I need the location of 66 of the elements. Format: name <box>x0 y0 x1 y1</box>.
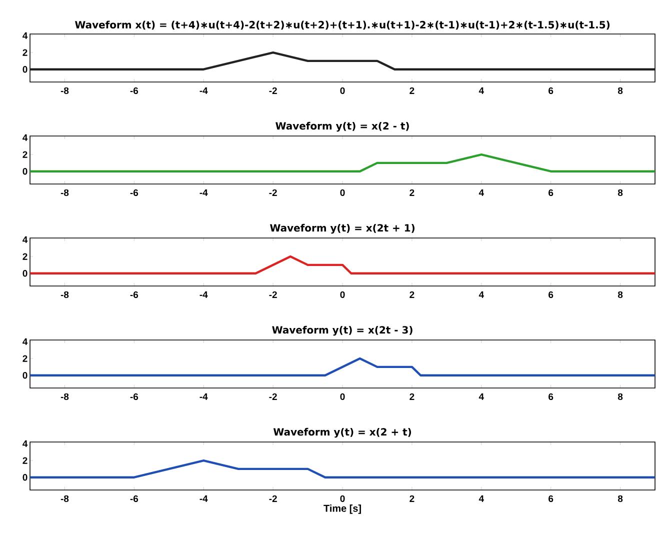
x-tick-label: 2 <box>410 291 414 298</box>
x-tick-label: 8 <box>618 291 623 298</box>
x-tick-label: 4 <box>478 393 484 400</box>
chart-title: Waveform y(t) = x(2t - 3) <box>272 326 412 336</box>
x-tick-label: 2 <box>410 87 414 94</box>
x-tick-label: 4 <box>478 189 484 196</box>
x-tick-label: -4 <box>200 291 208 298</box>
x-tick-label: -4 <box>200 393 208 400</box>
x-tick-label: -6 <box>130 291 138 298</box>
x-tick-label: -2 <box>269 87 277 94</box>
y-tick-label: 0 <box>22 168 28 175</box>
x-tick-label: -4 <box>200 495 208 502</box>
x-tick-label: 4 <box>478 495 484 502</box>
x-tick-label: -8 <box>60 291 69 298</box>
x-tick-label: -8 <box>60 495 69 502</box>
x-tick-label: 4 <box>478 87 484 94</box>
x-tick-label: -6 <box>130 189 138 196</box>
x-axis-title: Time [s] <box>324 504 361 514</box>
x-tick-label: 8 <box>618 87 623 94</box>
x-tick-label: 0 <box>340 189 345 196</box>
x-tick-label: -4 <box>200 87 208 94</box>
x-tick-label: -8 <box>60 189 69 196</box>
x-tick-label: 0 <box>340 291 345 298</box>
y-tick-label: 0 <box>22 372 28 379</box>
y-tick-label: 2 <box>22 151 28 158</box>
y-tick-label: 0 <box>22 474 28 481</box>
y-tick-label: 2 <box>22 355 28 362</box>
x-tick-label: 0 <box>340 393 345 400</box>
y-tick-label: 2 <box>22 253 28 260</box>
x-tick-label: 6 <box>548 393 554 400</box>
x-tick-label: -6 <box>130 495 138 502</box>
x-tick-label: 0 <box>340 495 345 502</box>
y-tick-label: 2 <box>22 49 28 56</box>
y-tick-label: 4 <box>22 440 28 447</box>
x-tick-label: -4 <box>200 189 208 196</box>
y-tick-label: 4 <box>22 32 28 39</box>
x-tick-label: 2 <box>410 393 414 400</box>
x-tick-label: -2 <box>269 189 277 196</box>
x-tick-label: 4 <box>478 291 484 298</box>
x-tick-label: -2 <box>269 393 277 400</box>
y-tick-label: 4 <box>22 236 28 243</box>
x-tick-label: 8 <box>618 189 623 196</box>
chart-title: Waveform y(t) = x(2 - t) <box>276 122 409 132</box>
chart-title: Waveform y(t) = x(2t + 1) <box>270 224 414 234</box>
x-tick-label: 0 <box>340 87 345 94</box>
y-tick-label: 4 <box>22 338 28 345</box>
x-tick-label: 6 <box>548 495 554 502</box>
y-tick-label: 4 <box>22 134 28 141</box>
x-tick-label: 8 <box>618 393 623 400</box>
y-tick-label: 0 <box>22 270 28 277</box>
y-tick-label: 2 <box>22 457 28 464</box>
y-tick-label: 0 <box>22 66 28 73</box>
x-tick-label: 6 <box>548 189 554 196</box>
x-tick-label: -8 <box>60 87 69 94</box>
x-tick-label: -6 <box>130 393 138 400</box>
x-tick-label: -8 <box>60 393 69 400</box>
x-tick-label: 6 <box>548 291 554 298</box>
x-tick-label: 8 <box>618 495 623 502</box>
x-tick-label: 2 <box>410 495 414 502</box>
x-tick-label: 6 <box>548 87 554 94</box>
chart-title: Waveform x(t) = (t+4)∗u(t+4)-2(t+2)∗u(t+2)+(t+1).∗u(t+1)-2∗(t-1)∗u(t-1)+2∗(t-1.5)∗u(t-1.5) <box>74 20 610 30</box>
x-tick-label: -6 <box>130 87 138 94</box>
x-tick-label: -2 <box>269 495 277 502</box>
x-tick-label: 2 <box>410 189 414 196</box>
x-tick-label: -2 <box>269 291 277 298</box>
chart-title: Waveform y(t) = x(2 + t) <box>273 428 412 438</box>
